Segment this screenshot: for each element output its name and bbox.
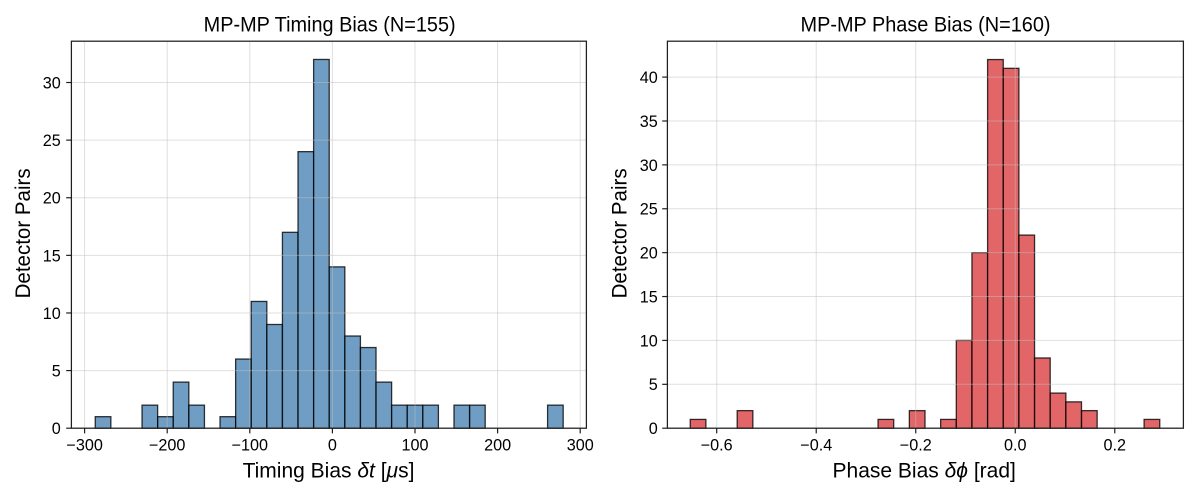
svg-text:−300: −300 xyxy=(66,437,102,455)
svg-text:−200: −200 xyxy=(149,437,185,455)
svg-text:Timing Bias δt [μs]: Timing Bias δt [μs] xyxy=(243,460,415,483)
svg-text:Detector Pairs: Detector Pairs xyxy=(609,168,632,298)
svg-text:MP-MP Timing Bias (N=155): MP-MP Timing Bias (N=155) xyxy=(204,14,456,37)
svg-text:30: 30 xyxy=(640,157,658,175)
svg-text:15: 15 xyxy=(43,247,61,265)
svg-text:Phase Bias δϕ [rad]: Phase Bias δϕ [rad] xyxy=(833,460,1016,483)
svg-text:−0.4: −0.4 xyxy=(800,437,832,455)
svg-text:100: 100 xyxy=(401,437,428,455)
svg-text:MP-MP Phase Bias (N=160): MP-MP Phase Bias (N=160) xyxy=(801,14,1051,37)
svg-text:10: 10 xyxy=(640,332,658,350)
svg-text:0.2: 0.2 xyxy=(1104,437,1127,455)
svg-text:20: 20 xyxy=(640,245,658,263)
svg-text:5: 5 xyxy=(649,376,658,394)
svg-text:300: 300 xyxy=(567,437,594,455)
svg-text:30: 30 xyxy=(43,74,61,92)
svg-text:200: 200 xyxy=(484,437,511,455)
svg-text:0.0: 0.0 xyxy=(1004,437,1027,455)
svg-text:−0.2: −0.2 xyxy=(900,437,932,455)
svg-text:0: 0 xyxy=(649,420,658,438)
svg-text:25: 25 xyxy=(43,132,61,150)
svg-text:25: 25 xyxy=(640,201,658,219)
svg-text:Detector Pairs: Detector Pairs xyxy=(12,168,35,298)
svg-text:0: 0 xyxy=(328,437,337,455)
svg-text:0: 0 xyxy=(52,420,61,438)
svg-text:40: 40 xyxy=(640,69,658,87)
svg-text:10: 10 xyxy=(43,305,61,323)
svg-text:35: 35 xyxy=(640,113,658,131)
svg-text:5: 5 xyxy=(52,362,61,380)
svg-text:−0.6: −0.6 xyxy=(701,437,733,455)
svg-text:15: 15 xyxy=(640,288,658,306)
svg-text:20: 20 xyxy=(43,190,61,208)
svg-text:−100: −100 xyxy=(232,437,268,455)
